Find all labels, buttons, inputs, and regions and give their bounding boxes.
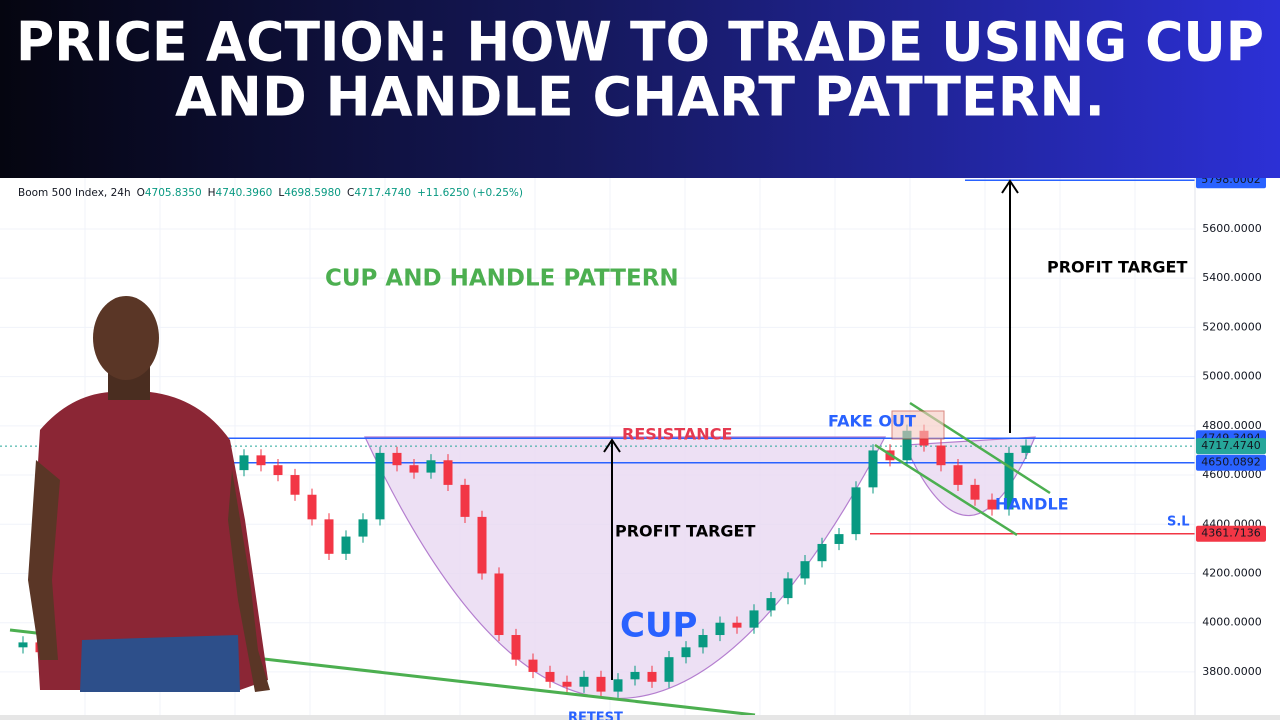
- candle-body: [834, 534, 844, 544]
- profit-target-label: PROFIT TARGET: [615, 522, 755, 541]
- arrow-head: [603, 438, 621, 453]
- handle-channel: [874, 443, 1018, 537]
- price-tag: [1196, 438, 1266, 455]
- fake-out-box: [891, 410, 945, 440]
- presenter-photo: [28, 296, 270, 692]
- symbol: Boom 500 Index, 24h: [18, 187, 131, 199]
- candle-body: [358, 519, 368, 537]
- candle-body: [613, 679, 623, 692]
- y-tick-label: 5000.0000: [1202, 370, 1262, 383]
- y-tick-label: 4200.0000: [1202, 566, 1262, 579]
- retest-label: RETEST: [568, 711, 623, 720]
- price-tag-label: 4717.4740: [1201, 439, 1261, 452]
- candle-body: [307, 494, 317, 520]
- arrow-head: [1001, 179, 1019, 194]
- header-banner: [0, 0, 1280, 178]
- candle-body: [681, 647, 691, 658]
- candle-body: [664, 657, 674, 682]
- ohlc-value: 4705.8350: [145, 187, 202, 199]
- candle-body: [341, 536, 351, 554]
- candle-body: [324, 519, 334, 554]
- candle-body: [477, 516, 487, 574]
- candle-body: [545, 671, 555, 682]
- candle-body: [1021, 445, 1031, 453]
- ohlc-value: 4698.5980: [284, 187, 341, 199]
- ohlc-key: O: [137, 187, 145, 199]
- y-tick-label: 5400.0000: [1202, 271, 1262, 284]
- ohlc-key: C: [347, 187, 354, 199]
- change: +11.6250 (+0.25%): [417, 187, 523, 199]
- candle-body: [409, 465, 419, 473]
- candle-body: [936, 445, 946, 466]
- price-tag: [1196, 454, 1266, 471]
- y-tick-label: 4600.0000: [1202, 468, 1262, 481]
- candle-body: [630, 671, 640, 680]
- candle-body: [426, 460, 436, 473]
- candle-body: [732, 622, 742, 628]
- candle-body: [579, 676, 589, 687]
- handle-label: HANDLE: [995, 495, 1069, 514]
- candle-body: [256, 455, 266, 466]
- cup-label: CUP: [620, 606, 697, 646]
- price-tag-label: 4650.0892: [1201, 456, 1261, 469]
- profit-target-label: PROFIT TARGET: [1047, 258, 1187, 277]
- candle-body: [987, 499, 997, 510]
- candle-body: [698, 635, 708, 648]
- y-tick-label: 5200.0000: [1202, 320, 1262, 333]
- candle-body: [868, 450, 878, 488]
- candle-body: [528, 659, 538, 672]
- symbol-info: Boom 500 Index, 24h O4705.8350 H4740.3960 L…: [18, 187, 523, 199]
- candle-body: [766, 598, 776, 611]
- resistance-label: RESISTANCE: [622, 425, 732, 444]
- candle-body: [1004, 452, 1014, 510]
- candle-body: [647, 671, 657, 682]
- pattern-label: CUP AND HANDLE PATTERN: [325, 266, 679, 292]
- candle-body: [562, 681, 572, 687]
- price-lines: [0, 179, 1195, 535]
- ohlc-value: 4740.3960: [216, 187, 273, 199]
- ohlc-key: L: [278, 187, 284, 199]
- candle-body: [851, 487, 861, 535]
- bottom-strip: [0, 715, 1280, 720]
- candle-body: [902, 430, 912, 461]
- candle-body: [817, 543, 827, 562]
- candle-body: [511, 635, 521, 660]
- candle-body: [460, 484, 470, 517]
- candle-body: [273, 465, 283, 476]
- ohlc-value: 4717.4740: [354, 187, 411, 199]
- y-tick-label: 5600.0000: [1202, 222, 1262, 235]
- candle-body: [392, 452, 402, 466]
- candle-body: [375, 452, 385, 520]
- candle-body: [749, 610, 759, 628]
- price-tag: [1196, 525, 1266, 542]
- title-line: AND HANDLE CHART PATTERN.: [175, 66, 1105, 129]
- price-tag-label: 4361.7136: [1201, 527, 1261, 540]
- y-tick-label: 3800.0000: [1202, 665, 1262, 678]
- candle-body: [715, 622, 725, 636]
- candle-body: [443, 460, 453, 485]
- candle-body: [494, 573, 504, 636]
- candle-body: [290, 475, 300, 495]
- candle-body: [239, 455, 249, 471]
- stop-loss-label: S.L: [1167, 515, 1190, 530]
- candle-body: [596, 676, 606, 692]
- candle-body: [783, 578, 793, 599]
- candle-body: [800, 561, 810, 579]
- y-tick-label: 4800.0000: [1202, 419, 1262, 432]
- title-line: PRICE ACTION: HOW TO TRADE USING CUP: [16, 11, 1264, 74]
- y-tick-label: 4000.0000: [1202, 616, 1262, 629]
- ohlc-key: H: [208, 187, 216, 199]
- candle-body: [953, 465, 963, 485]
- candle-body: [970, 484, 980, 500]
- fake-out-label: FAKE OUT: [828, 412, 916, 431]
- candle-body: [18, 642, 28, 648]
